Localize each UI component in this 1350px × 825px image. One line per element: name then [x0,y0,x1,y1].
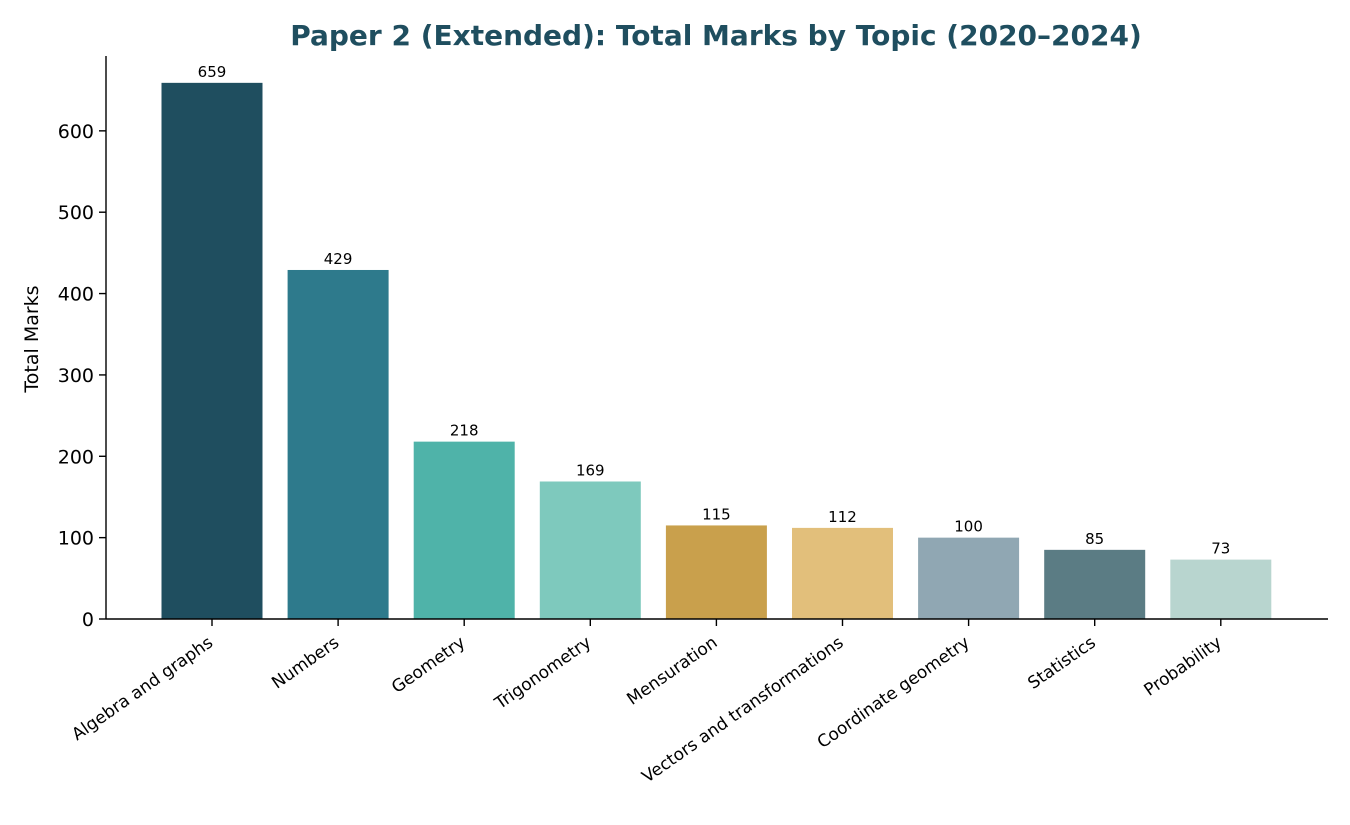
y-tick-label: 100 [58,528,94,550]
y-tick-label: 500 [58,202,94,224]
x-tick-label: Probability [1141,633,1226,701]
bar-value-label: 100 [954,518,983,536]
bar [792,527,893,619]
bar [1170,559,1272,619]
bar-value-label: 115 [702,505,731,523]
bar-value-label: 112 [828,508,857,526]
x-tick-label: Trigonometry [491,633,596,715]
bar [665,525,767,619]
x-tick-label: Numbers [268,633,343,694]
bar-value-label: 659 [198,63,227,81]
y-tick-label: 400 [58,284,94,306]
bar-value-label: 429 [324,250,353,268]
bar [287,269,389,619]
x-tick-label: Statistics [1024,633,1099,694]
plot-area: 0 100 200 300 400 500 600 659 Algebra and graphs… [58,63,1272,787]
y-tick-label: 300 [58,365,94,387]
bar-value-label: 73 [1211,540,1230,558]
bar [413,441,515,619]
bar-value-label: 218 [450,422,479,440]
y-axis-label: Total Marks [21,285,43,393]
bar [1044,549,1146,619]
x-tick-label: Geometry [388,633,469,698]
bar [539,481,641,619]
x-tick-label: Mensuration [623,633,721,710]
y-tick-label: 200 [58,446,94,468]
chart-title: Paper 2 (Extended): Total Marks by Topic… [290,19,1142,52]
x-tick-label: Algebra and graphs [68,633,217,745]
bar [918,537,1020,619]
bar-value-label: 169 [576,462,605,480]
bar [161,82,263,619]
y-tick-label: 600 [58,121,94,143]
bar-value-label: 85 [1085,530,1104,548]
y-tick-label: 0 [82,609,94,631]
x-tick-label: Vectors and transformations [638,633,847,788]
